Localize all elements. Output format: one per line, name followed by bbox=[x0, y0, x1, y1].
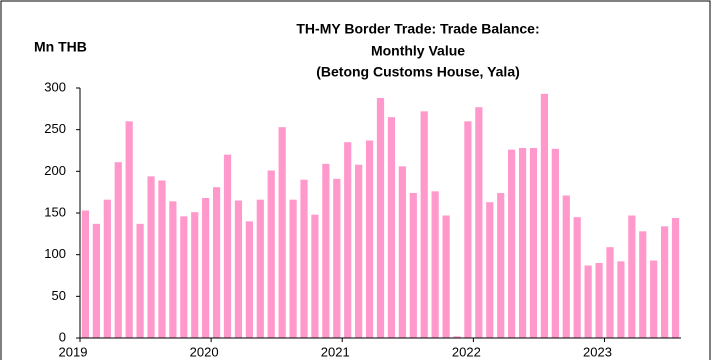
bar bbox=[180, 216, 188, 338]
bar bbox=[486, 202, 494, 338]
y-tick-label: 200 bbox=[44, 163, 66, 178]
bar bbox=[606, 247, 614, 338]
bar bbox=[344, 142, 352, 338]
bar bbox=[584, 265, 592, 338]
bar bbox=[234, 200, 243, 338]
bar bbox=[639, 231, 647, 338]
x-tick-label: 2023 bbox=[583, 344, 612, 359]
bar bbox=[671, 218, 680, 338]
bar bbox=[92, 223, 100, 338]
bar bbox=[114, 162, 122, 338]
bar bbox=[420, 111, 428, 338]
bar bbox=[540, 93, 549, 338]
y-tick-label: 150 bbox=[44, 204, 66, 219]
bar bbox=[387, 117, 396, 339]
bar bbox=[529, 148, 538, 338]
x-tick-label: 2022 bbox=[452, 344, 481, 359]
bar bbox=[169, 201, 177, 338]
bar bbox=[475, 107, 483, 339]
bar bbox=[551, 148, 559, 338]
bar bbox=[223, 154, 232, 338]
bar bbox=[355, 164, 363, 338]
y-tick-label: 250 bbox=[44, 121, 66, 136]
chart-subtitle: Monthly Value bbox=[371, 43, 465, 59]
bar bbox=[650, 260, 658, 338]
bar bbox=[158, 180, 166, 338]
bar bbox=[573, 217, 581, 338]
bar bbox=[497, 193, 505, 338]
y-tick-label: 50 bbox=[52, 288, 66, 303]
x-tick-label: 2019 bbox=[59, 344, 88, 359]
bar bbox=[508, 149, 516, 338]
bar bbox=[617, 261, 625, 338]
bar bbox=[595, 263, 603, 338]
bar bbox=[103, 199, 111, 338]
bar bbox=[322, 163, 330, 338]
y-tick-label: 100 bbox=[44, 246, 66, 261]
bar bbox=[289, 199, 297, 338]
y-axis-label: Mn THB bbox=[34, 39, 87, 55]
bar bbox=[202, 198, 210, 338]
bar bbox=[518, 148, 527, 338]
bar bbox=[212, 187, 221, 338]
bar bbox=[311, 214, 319, 338]
bar bbox=[81, 210, 90, 338]
bar bbox=[453, 336, 461, 338]
bar bbox=[256, 199, 264, 338]
y-tick-label: 300 bbox=[44, 79, 66, 94]
chart-subtitle: (Betong Customs House, Yala) bbox=[316, 64, 520, 80]
x-tick-label: 2020 bbox=[190, 344, 219, 359]
bar bbox=[333, 178, 341, 338]
bar bbox=[431, 191, 439, 338]
bar bbox=[376, 98, 385, 338]
bar bbox=[147, 176, 155, 338]
y-tick-label: 0 bbox=[59, 329, 66, 344]
bar bbox=[278, 127, 286, 339]
bar bbox=[464, 121, 472, 338]
bar bbox=[300, 179, 308, 338]
bar bbox=[125, 121, 133, 338]
bar bbox=[628, 215, 636, 338]
bar bbox=[365, 140, 374, 338]
bar bbox=[245, 221, 253, 338]
bar bbox=[409, 193, 417, 338]
bar bbox=[267, 170, 275, 338]
bar bbox=[661, 226, 669, 338]
bar bbox=[398, 166, 406, 338]
bar bbox=[136, 223, 144, 338]
x-tick-label: 2021 bbox=[321, 344, 350, 359]
bar bbox=[191, 212, 199, 338]
chart-title: TH-MY Border Trade: Trade Balance: bbox=[296, 21, 539, 37]
bar bbox=[562, 195, 570, 338]
bar bbox=[442, 215, 450, 338]
